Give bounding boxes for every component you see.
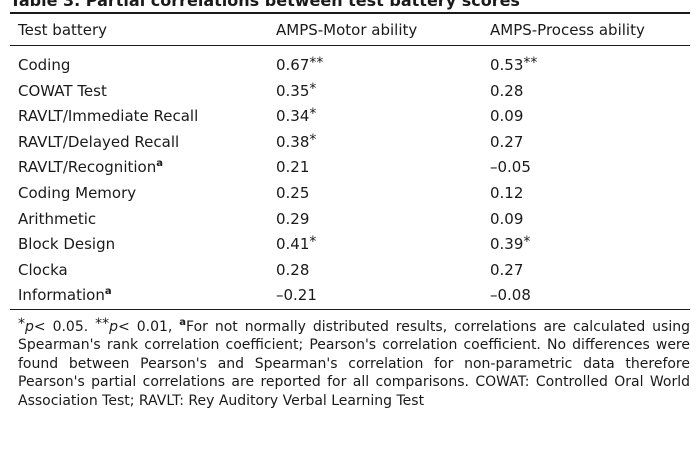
- motor-value-cell: –0.21: [268, 283, 482, 309]
- process-value-cell: –0.05: [482, 155, 690, 181]
- table-row: Coding 0.67** 0.53**: [10, 45, 690, 79]
- process-value-cell: 0.39*: [482, 232, 690, 258]
- test-name: Clocka: [18, 260, 68, 279]
- process-value-cell: 0.09: [482, 207, 690, 233]
- process-value-cell: 0.27: [482, 130, 690, 156]
- footnote-marker: a: [104, 286, 112, 298]
- table-row: COWAT Test 0.35* 0.28: [10, 79, 690, 105]
- header-amps-motor: AMPS-Motor ability: [276, 21, 418, 39]
- test-name: Block Design: [18, 235, 116, 254]
- motor-value-cell: 0.25: [268, 181, 482, 207]
- process-value-cell: 0.28: [482, 79, 690, 105]
- test-name-cell: COWAT Test: [10, 79, 268, 105]
- test-name-cell: Block Design: [10, 232, 268, 258]
- motor-value: 0.21: [276, 158, 310, 177]
- footnote-text: For not normally distributed results, co…: [18, 318, 690, 409]
- motor-value-cell: 0.38*: [268, 130, 482, 156]
- motor-value: 0.67: [276, 56, 310, 74]
- test-name-cell: Coding: [10, 45, 268, 79]
- footnote-star-2: **: [95, 315, 110, 332]
- header-rule: [10, 45, 690, 46]
- process-value-cell: 0.27: [482, 258, 690, 284]
- process-value: 0.27: [490, 132, 524, 151]
- table-row: Arithmetic 0.29 0.09: [10, 207, 690, 233]
- table-row: Coding Memory 0.25 0.12: [10, 181, 690, 207]
- footnote-p-1: p: [25, 318, 34, 335]
- process-value-cell: 0.53**: [482, 45, 690, 79]
- process-value-cell: 0.09: [482, 104, 690, 130]
- motor-value: 0.34: [276, 107, 310, 126]
- significance-marker: *: [309, 131, 317, 148]
- table-row: RAVLT/Immediate Recall 0.34* 0.09: [10, 104, 690, 130]
- table-row: Block Design 0.41* 0.39*: [10, 232, 690, 258]
- significance-marker: **: [309, 55, 324, 71]
- table-footnote: *p< 0.05. **p< 0.01, aFor not normally d…: [10, 315, 690, 411]
- footnote-star-1: *: [18, 315, 25, 332]
- header-amps-process: AMPS-Process ability: [490, 21, 645, 39]
- process-value: 0.27: [490, 260, 524, 279]
- significance-marker: *: [309, 80, 317, 97]
- motor-value: 0.28: [276, 260, 310, 279]
- table-row: Clocka 0.28 0.27: [10, 258, 690, 284]
- cut-off-heading: Table 3. Partial correlations between te…: [0, 0, 700, 10]
- motor-value: 0.25: [276, 183, 310, 202]
- process-value: 0.09: [490, 107, 524, 126]
- correlation-table-container: Test battery AMPS-Motor ability AMPS-Pro…: [10, 12, 690, 410]
- footnote-marker: a: [156, 158, 163, 170]
- header-row: Test battery AMPS-Motor ability AMPS-Pro…: [10, 14, 690, 45]
- process-value: 0.39: [490, 235, 524, 254]
- bottom-rule: [10, 308, 690, 310]
- motor-value: –0.21: [276, 286, 317, 305]
- motor-value-cell: 0.34*: [268, 104, 482, 130]
- process-value: 0.12: [490, 183, 524, 202]
- motor-value-cell: 0.21: [268, 155, 482, 181]
- test-name: Information: [18, 286, 105, 305]
- test-name: RAVLT/Immediate Recall: [18, 107, 199, 126]
- test-name-cell: Clocka: [10, 258, 268, 284]
- footnote-p-2: p: [109, 318, 119, 335]
- test-name: Coding: [18, 56, 71, 74]
- correlation-table: Test battery AMPS-Motor ability AMPS-Pro…: [10, 14, 690, 309]
- process-value: –0.08: [490, 286, 531, 305]
- test-name-cell: Informationa: [10, 283, 268, 309]
- table-row: Informationa –0.21 –0.08: [10, 283, 690, 309]
- footnote-sup-a: a: [179, 316, 187, 328]
- motor-value-cell: 0.67**: [268, 45, 482, 79]
- test-name-cell: RAVLT/Immediate Recall: [10, 104, 268, 130]
- test-name: Arithmetic: [18, 209, 97, 228]
- motor-value: 0.41: [276, 235, 310, 254]
- significance-marker: *: [523, 234, 531, 251]
- motor-value: 0.29: [276, 209, 310, 228]
- process-value-cell: 0.12: [482, 181, 690, 207]
- table-row: RAVLT/Delayed Recall 0.38* 0.27: [10, 130, 690, 156]
- test-name-cell: Coding Memory: [10, 181, 268, 207]
- test-name-cell: RAVLT/Recognitiona: [10, 155, 268, 181]
- cut-off-heading-text: Table 3. Partial correlations between te…: [10, 0, 520, 10]
- test-name-cell: Arithmetic: [10, 207, 268, 233]
- significance-marker: *: [309, 106, 317, 123]
- header-test-battery: Test battery: [18, 21, 108, 39]
- motor-value-cell: 0.41*: [268, 232, 482, 258]
- significance-marker: *: [309, 234, 317, 251]
- test-name-cell: RAVLT/Delayed Recall: [10, 130, 268, 156]
- process-value: –0.05: [490, 158, 531, 177]
- motor-value-cell: 0.35*: [268, 79, 482, 105]
- motor-value: 0.38: [276, 132, 310, 151]
- process-value: 0.28: [490, 81, 524, 100]
- test-name: RAVLT/Recognition: [18, 158, 157, 177]
- test-name: COWAT Test: [18, 81, 107, 100]
- motor-value-cell: 0.28: [268, 258, 482, 284]
- process-value-cell: –0.08: [482, 283, 690, 309]
- test-name: Coding Memory: [18, 183, 137, 202]
- footnote-threshold-2: < 0.01,: [118, 318, 180, 335]
- process-value: 0.09: [490, 209, 524, 228]
- motor-value: 0.35: [276, 81, 310, 100]
- motor-value-cell: 0.29: [268, 207, 482, 233]
- top-rule: [10, 12, 690, 14]
- table-row: RAVLT/Recognitiona 0.21 –0.05: [10, 155, 690, 181]
- test-name: RAVLT/Delayed Recall: [18, 132, 180, 151]
- process-value: 0.53: [490, 56, 524, 74]
- footnote-threshold-1: < 0.05.: [33, 318, 96, 335]
- significance-marker: **: [523, 55, 538, 71]
